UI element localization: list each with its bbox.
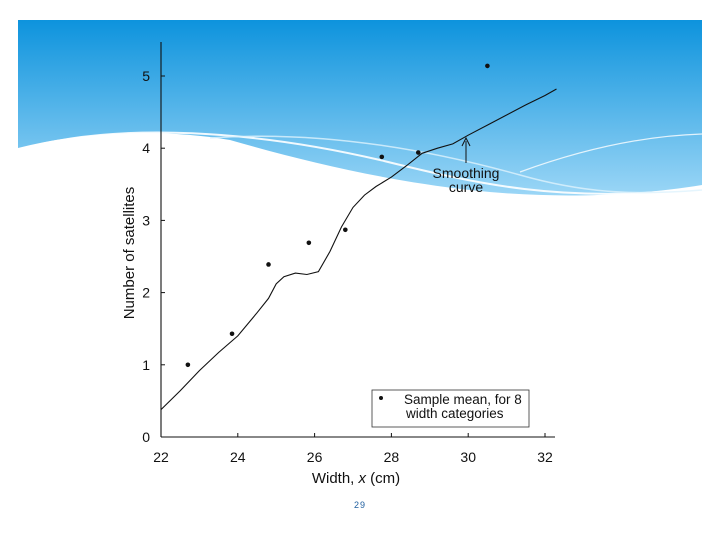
annotation-arrowhead — [461, 136, 471, 147]
x-axis-label: Width, x (cm) — [312, 470, 400, 487]
y-tick-label: 4 — [142, 140, 150, 156]
x-tick-label: 26 — [307, 449, 323, 465]
data-point — [229, 331, 235, 337]
axes — [160, 42, 555, 438]
y-axis-label: Number of satellites — [121, 187, 138, 320]
data-point — [485, 63, 490, 69]
data-point — [266, 262, 271, 267]
legend-label-1: Sample mean, for 8 — [404, 392, 522, 407]
banner-wave-2 — [209, 135, 703, 194]
y-tick-label: 5 — [142, 68, 150, 84]
annotation-line-1: Smoothing — [433, 165, 500, 181]
page-number: 29 — [353, 500, 366, 510]
data-point — [379, 154, 385, 160]
annotation-line-2: curve — [449, 179, 483, 195]
x-tick-label: 30 — [460, 449, 476, 465]
x-tick-label: 22 — [153, 449, 169, 465]
smoothing-curve-line — [160, 88, 557, 410]
smoothing-curve-annotation: Smoothing curve — [433, 136, 500, 195]
y-tick-label: 0 — [142, 429, 150, 445]
y-tick-label: 1 — [142, 357, 150, 373]
sample-mean-points — [185, 63, 490, 368]
data-point — [306, 240, 312, 246]
legend-label-2: width categories — [405, 406, 504, 421]
legend-box — [371, 389, 530, 428]
y-tick-label: 3 — [142, 212, 150, 228]
data-point — [185, 362, 191, 368]
banner-wave-3 — [519, 133, 703, 173]
banner-shape — [18, 20, 702, 196]
legend-marker — [379, 396, 383, 400]
x-tick-label: 32 — [537, 449, 553, 465]
banner-wave-1 — [17, 131, 703, 195]
legend: Sample mean, for 8 width categories — [371, 389, 530, 428]
y-tick-label: 2 — [142, 285, 150, 301]
data-point — [343, 227, 348, 233]
data-point — [415, 150, 421, 155]
x-tick-label: 28 — [384, 449, 400, 465]
x-tick-label: 24 — [230, 449, 246, 465]
tick-labels: 0 1 2 3 4 5 22 24 26 28 30 32 — [142, 68, 553, 465]
